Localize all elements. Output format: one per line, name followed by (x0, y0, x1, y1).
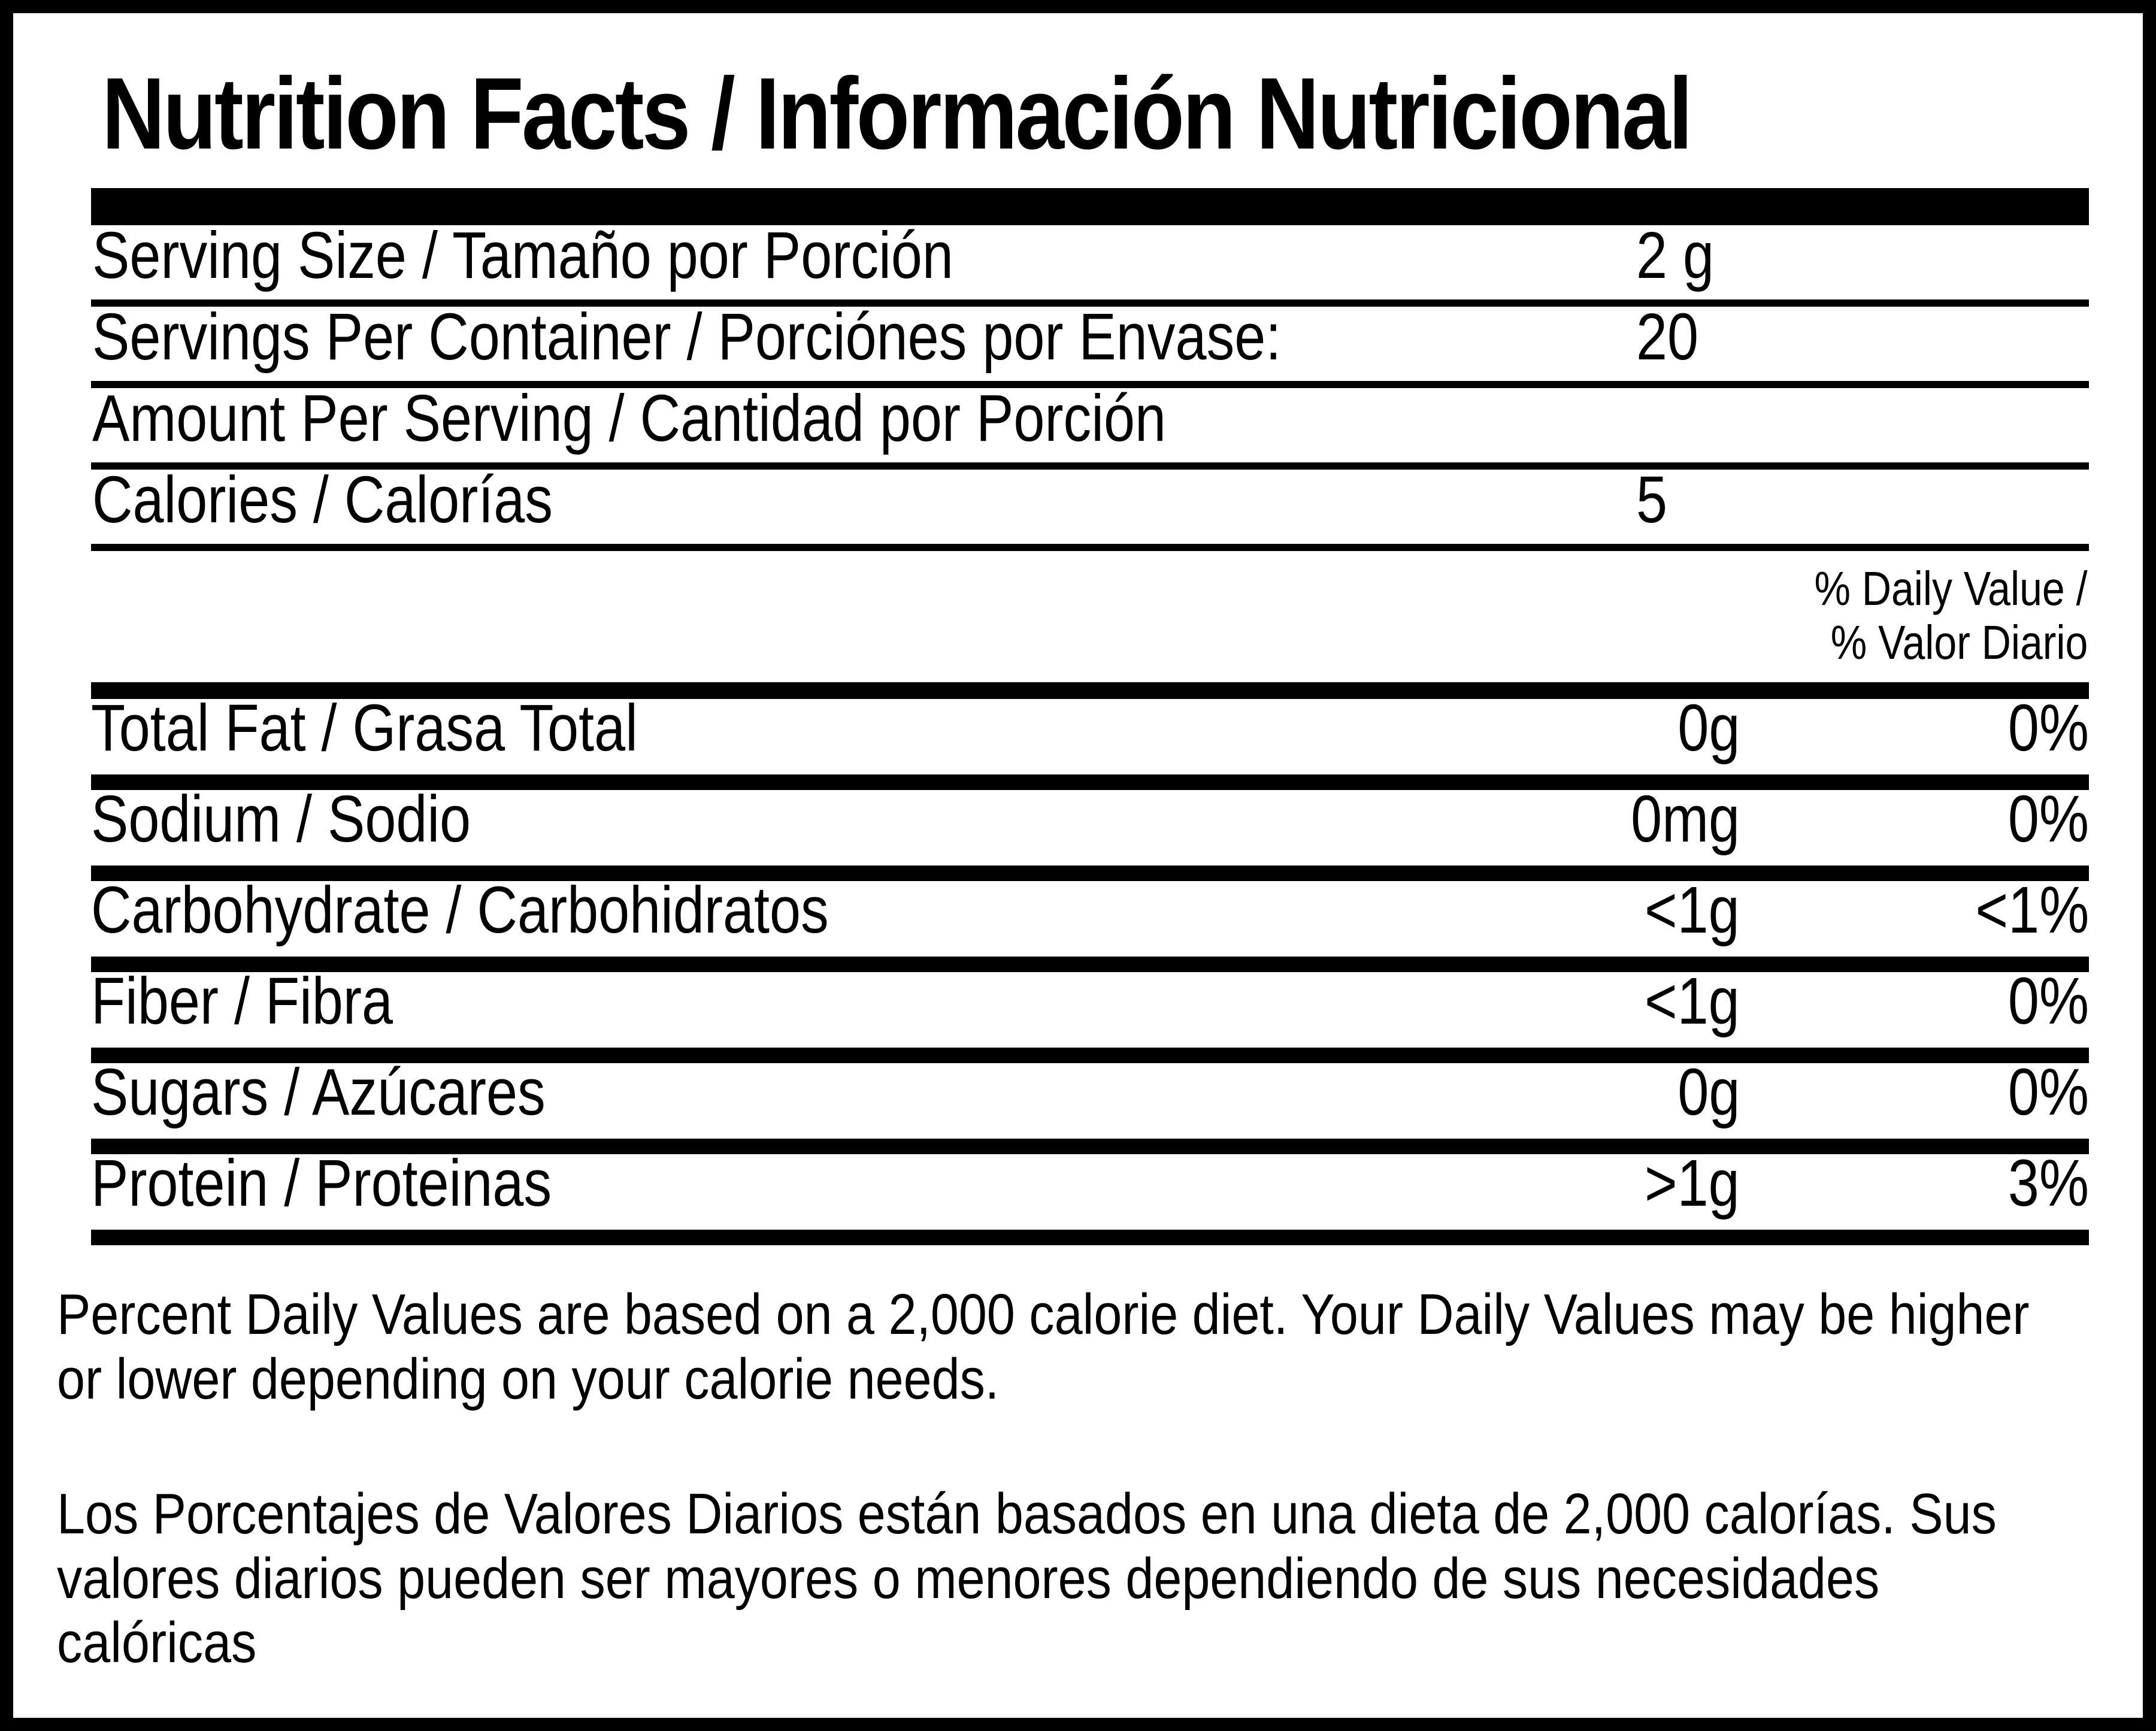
serving-size-row: Serving Size / Tamaño por Porción 2 g (91, 219, 2089, 307)
protein-amount: >1g (1645, 1146, 1740, 1221)
sodium-percent: 0% (2007, 782, 2089, 857)
total-fat-percent: 0% (2007, 691, 2089, 765)
fiber-row: Fiber / Fibra <1g 0% (91, 964, 2089, 1064)
protein-percent: 3% (2007, 1146, 2089, 1221)
serving-size-label: Serving Size / Tamaño por Porción (92, 219, 953, 292)
sugars-percent: 0% (2007, 1055, 2089, 1130)
amount-per-serving-row: Amount Per Serving / Cantidad por Porció… (91, 382, 2089, 470)
amount-per-serving-label: Amount Per Serving / Cantidad por Porció… (92, 382, 1167, 455)
sodium-label: Sodium / Sodio (91, 782, 471, 857)
servings-per-container-label: Servings Per Container / Porciónes por E… (92, 300, 1282, 374)
protein-label: Protein / Proteinas (91, 1146, 552, 1221)
fiber-amount: <1g (1645, 964, 1740, 1039)
total-fat-label: Total Fat / Grasa Total (91, 691, 638, 765)
title-divider-bar (91, 188, 2089, 225)
carbohydrate-row: Carbohydrate / Carbohidratos <1g <1% (91, 873, 2089, 973)
sodium-row: Sodium / Sodio 0mg 0% (91, 782, 2089, 882)
servings-per-container-row: Servings Per Container / Porciónes por E… (91, 300, 2089, 388)
daily-value-header: % Daily Value / % Valor Diario (91, 551, 2089, 700)
carbohydrate-label: Carbohydrate / Carbohidratos (91, 873, 829, 948)
protein-row: Protein / Proteinas >1g 3% (91, 1146, 2089, 1246)
calories-value: 5 (1636, 463, 1668, 537)
fiber-label: Fiber / Fibra (91, 964, 393, 1039)
sugars-label: Sugars / Azúcares (91, 1055, 546, 1130)
carbohydrate-percent: <1% (1975, 873, 2089, 948)
carbohydrate-amount: <1g (1645, 873, 1740, 948)
sodium-amount: 0mg (1631, 782, 1740, 857)
serving-size-value: 2 g (1636, 219, 1714, 292)
total-fat-amount: 0g (1677, 691, 1740, 765)
calories-label: Calories / Calorías (92, 463, 553, 537)
fiber-percent: 0% (2007, 964, 2089, 1039)
label-title-text: Nutrition Facts / Información Nutriciona… (102, 57, 1693, 171)
sugars-amount: 0g (1677, 1055, 1740, 1130)
footnote-spanish: Los Porcentajes de Valores Diarios están… (57, 1482, 1997, 1675)
servings-per-container-value: 20 (1636, 300, 1699, 374)
sugars-row: Sugars / Azúcares 0g 0% (91, 1055, 2089, 1155)
footnotes: Percent Daily Values are based on a 2,00… (57, 1282, 2089, 1675)
calories-row: Calories / Calorías 5 (91, 463, 2089, 551)
total-fat-row: Total Fat / Grasa Total 0g 0% (91, 691, 2089, 791)
footnote-english: Percent Daily Values are based on a 2,00… (57, 1282, 2030, 1411)
label-title: Nutrition Facts / Información Nutriciona… (102, 55, 2089, 173)
daily-value-header-line2: % Valor Diario (1830, 615, 2088, 669)
daily-value-header-line1: % Daily Value / (1814, 562, 2088, 615)
